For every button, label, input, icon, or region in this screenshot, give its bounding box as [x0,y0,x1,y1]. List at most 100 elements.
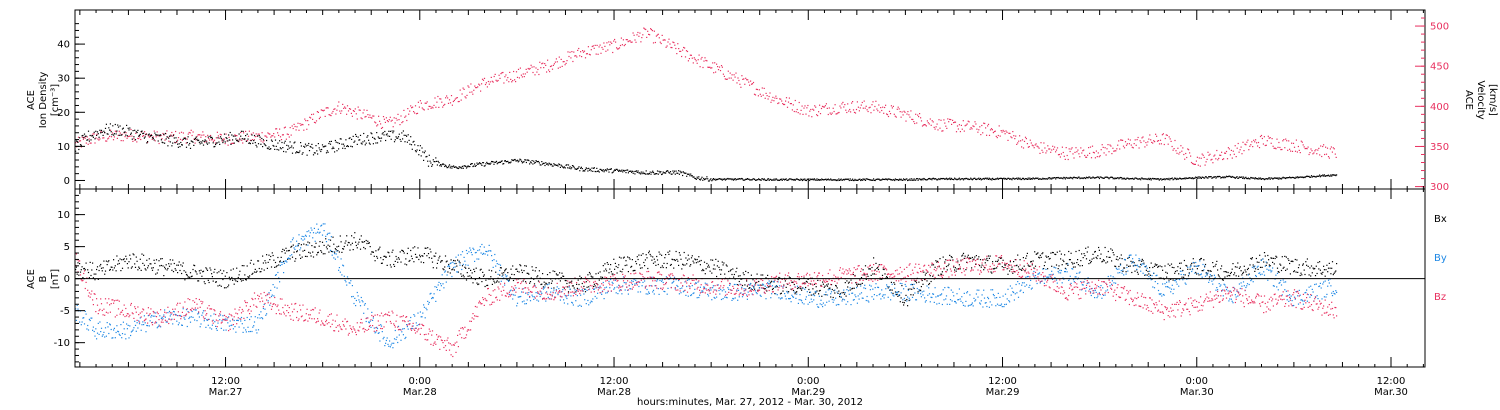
data-point-velocity [1016,143,1018,145]
data-point-by [215,325,217,327]
data-point-density [747,178,749,180]
data-point-velocity [164,139,166,141]
data-point-by [206,319,208,321]
data-point-velocity [650,28,652,30]
data-point-density [975,178,977,180]
data-point-by [92,329,94,331]
data-point-velocity [242,142,244,144]
data-point-bx [1303,269,1305,271]
data-point-density [830,178,832,180]
data-point-bx [807,278,809,280]
data-point-density [271,140,273,142]
data-point-bx [816,290,818,292]
data-point-by [448,266,451,268]
data-point-density [731,179,733,181]
data-point-velocity [220,134,222,136]
data-point-by [345,281,347,283]
data-point-velocity [249,139,251,141]
data-point-by [478,258,480,260]
data-point-density [752,178,754,180]
data-point-bx [626,264,628,266]
data-point-bx [763,288,765,290]
data-point-bx [484,285,486,288]
data-point-density [1038,178,1040,180]
data-point-density [634,173,636,175]
data-point-by [102,334,104,336]
data-point-velocity [856,101,858,103]
data-point-density [801,178,803,181]
data-point-density [742,179,744,181]
data-point-bx [200,269,202,271]
data-point-density [308,150,311,152]
data-point-velocity [567,51,569,53]
data-point-bx [321,241,324,243]
data-point-by [331,254,333,256]
data-point-velocity [1295,139,1297,141]
data-point-velocity [1262,143,1264,145]
data-point-bx [1285,269,1287,271]
data-point-bx [428,257,430,259]
data-point-bx [143,264,145,266]
data-point-density [987,177,989,179]
data-point-density [1202,176,1204,178]
data-point-by [90,317,92,319]
data-point-density [1028,178,1030,180]
data-point-bx [173,262,175,265]
data-point-density [687,173,689,175]
data-point-bx [464,266,466,268]
data-point-velocity [264,135,266,137]
data-point-bx [98,269,100,272]
data-point-bx [291,245,293,247]
data-point-bx [716,275,718,278]
data-point-density [1219,176,1221,178]
data-point-velocity [815,106,817,108]
data-point-bx [221,272,223,275]
data-point-density [1334,174,1336,176]
data-point-density [1090,177,1092,179]
data-point-velocity [1039,152,1041,154]
data-point-velocity [1105,154,1107,156]
data-point-bx [1232,263,1234,265]
data-point-velocity [695,60,697,62]
data-point-velocity [201,134,203,136]
data-point-by [149,320,151,322]
data-point-velocity [322,110,324,112]
data-point-bx [201,275,203,277]
data-point-velocity [1026,143,1028,145]
data-point-bx [474,278,476,281]
data-point-density [329,141,331,143]
data-point-density [90,139,92,141]
data-point-bx [1293,270,1296,272]
data-point-velocity [705,59,707,62]
data-point-density [876,178,878,180]
data-point-velocity [402,121,404,123]
data-point-density [1302,176,1304,178]
data-point-by [201,314,203,316]
data-point-density [1256,178,1258,180]
data-point-density [545,162,547,164]
data-point-density [561,165,563,167]
data-point-by [104,336,106,338]
data-point-velocity [461,93,463,95]
data-point-bx [618,256,621,258]
data-point-by [405,336,407,338]
data-point-velocity [922,124,925,126]
data-point-by [83,317,85,319]
data-point-bx [75,268,77,271]
data-point-by [333,257,335,259]
data-point-density [600,168,602,171]
data-point-density [724,179,727,181]
data-point-density [972,178,974,180]
data-point-by [393,342,395,344]
data-point-density [501,160,503,162]
data-point-velocity [920,117,922,119]
data-point-density [847,178,850,180]
data-point-density [160,134,162,136]
data-point-by [300,247,302,249]
data-point-density [87,139,89,141]
data-point-velocity [1124,141,1127,143]
data-point-velocity [1270,142,1272,144]
data-point-density [253,134,256,137]
data-point-bx [411,258,413,260]
data-point-density [1001,178,1003,180]
